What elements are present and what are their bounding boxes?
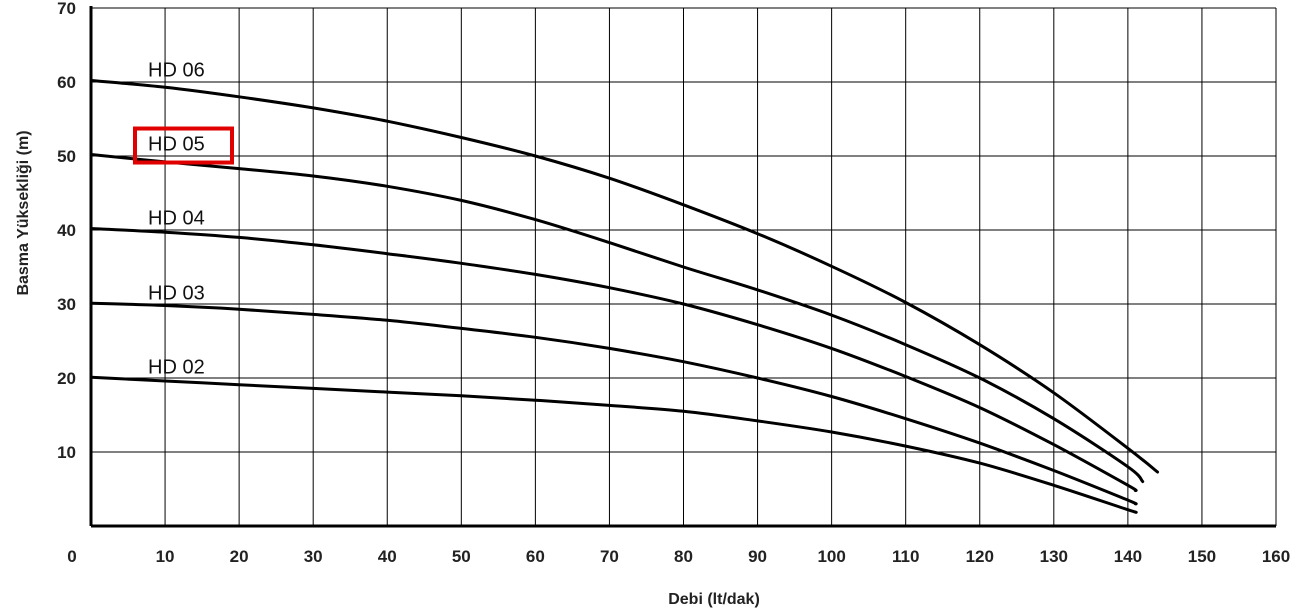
x-tick-label-130: 130 <box>1040 547 1068 566</box>
x-tick-label-90: 90 <box>748 547 767 566</box>
axes <box>89 6 1276 528</box>
y-tick-label-40: 40 <box>57 221 76 240</box>
series-curve-hd-04 <box>89 227 1138 492</box>
series-label-hd-03: HD 03 <box>148 282 205 304</box>
series-curve-hd-03 <box>89 301 1138 506</box>
series-curve-hd-02 <box>89 375 1138 514</box>
x-tick-label-160: 160 <box>1262 547 1290 566</box>
y-tick-label-10: 10 <box>57 443 76 462</box>
series-curves <box>89 79 1159 514</box>
x-tick-label-100: 100 <box>817 547 845 566</box>
y-tick-label-20: 20 <box>57 369 76 388</box>
series-curve-hd-05 <box>89 153 1145 484</box>
y-tick-label-30: 30 <box>57 295 76 314</box>
series-label-hd-06: HD 06 <box>148 60 205 82</box>
series-label-hd-04: HD 04 <box>148 208 205 230</box>
x-tick-label-150: 150 <box>1188 547 1216 566</box>
x-axis-label: Debi (lt/dak) <box>668 591 760 608</box>
x-tick-label-70: 70 <box>600 547 619 566</box>
grid <box>91 7 1277 526</box>
y-tick-label-60: 60 <box>57 73 76 92</box>
tick-labels: 0 10 20 30 40 50 60 70 80 90 100 110 120 130 140 150 160… <box>57 0 1290 566</box>
x-tick-label-120: 120 <box>966 547 994 566</box>
x-tick-label-110: 110 <box>892 547 919 566</box>
series-labels: HD 06 HD 05 HD 04 HD 03 HD 02 <box>133 60 234 378</box>
x-tick-label-30: 30 <box>304 547 323 566</box>
x-tick-label-80: 80 <box>674 547 693 566</box>
x-tick-label-40: 40 <box>378 547 397 566</box>
series-curve-hd-06 <box>89 79 1159 474</box>
highlight-box-hd-05 <box>133 126 234 165</box>
x-tick-label-10: 10 <box>156 547 175 566</box>
series-label-hd-02: HD 02 <box>148 356 205 378</box>
y-axis-label: Basma Yüksekliği (m) <box>15 130 32 295</box>
x-tick-label-0: 0 <box>67 547 76 566</box>
y-tick-label-50: 50 <box>57 147 76 166</box>
x-tick-label-140: 140 <box>1114 547 1142 566</box>
series-label-hd-05: HD 05 <box>148 134 205 156</box>
y-tick-label-70: 70 <box>57 0 76 18</box>
x-tick-label-50: 50 <box>452 547 471 566</box>
x-tick-label-20: 20 <box>230 547 249 566</box>
x-tick-label-60: 60 <box>526 547 545 566</box>
